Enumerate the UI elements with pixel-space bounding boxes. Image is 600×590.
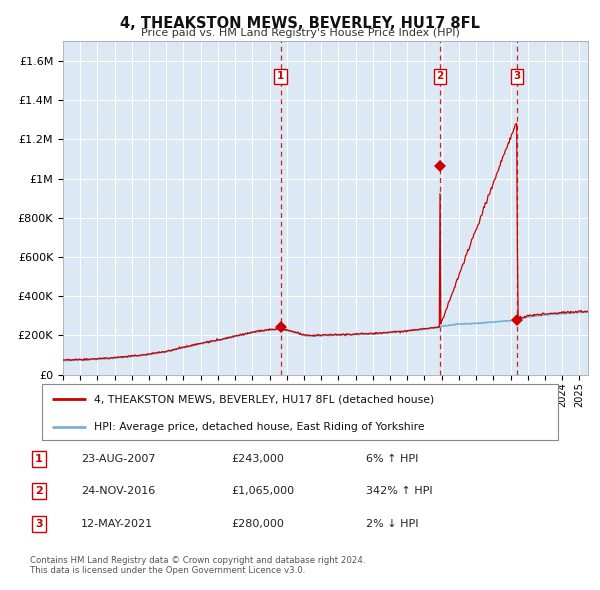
Text: 342% ↑ HPI: 342% ↑ HPI — [366, 486, 433, 496]
Text: 1: 1 — [35, 454, 43, 464]
Text: 23-AUG-2007: 23-AUG-2007 — [81, 454, 155, 464]
Text: 6% ↑ HPI: 6% ↑ HPI — [366, 454, 418, 464]
Text: 2: 2 — [436, 71, 443, 81]
Text: 24-NOV-2016: 24-NOV-2016 — [81, 486, 155, 496]
Text: 3: 3 — [35, 519, 43, 529]
Text: £280,000: £280,000 — [231, 519, 284, 529]
Text: £243,000: £243,000 — [231, 454, 284, 464]
Text: £1,065,000: £1,065,000 — [231, 486, 294, 496]
Text: 1: 1 — [277, 71, 284, 81]
Text: 2% ↓ HPI: 2% ↓ HPI — [366, 519, 419, 529]
Text: 3: 3 — [513, 71, 520, 81]
Text: HPI: Average price, detached house, East Riding of Yorkshire: HPI: Average price, detached house, East… — [94, 422, 424, 432]
Text: 2: 2 — [35, 486, 43, 496]
Text: Price paid vs. HM Land Registry's House Price Index (HPI): Price paid vs. HM Land Registry's House … — [140, 28, 460, 38]
Text: 12-MAY-2021: 12-MAY-2021 — [81, 519, 153, 529]
Text: 4, THEAKSTON MEWS, BEVERLEY, HU17 8FL (detached house): 4, THEAKSTON MEWS, BEVERLEY, HU17 8FL (d… — [94, 394, 434, 404]
Text: 4, THEAKSTON MEWS, BEVERLEY, HU17 8FL: 4, THEAKSTON MEWS, BEVERLEY, HU17 8FL — [120, 16, 480, 31]
Text: This data is licensed under the Open Government Licence v3.0.: This data is licensed under the Open Gov… — [30, 566, 305, 575]
Text: Contains HM Land Registry data © Crown copyright and database right 2024.: Contains HM Land Registry data © Crown c… — [30, 556, 365, 565]
FancyBboxPatch shape — [42, 384, 558, 440]
